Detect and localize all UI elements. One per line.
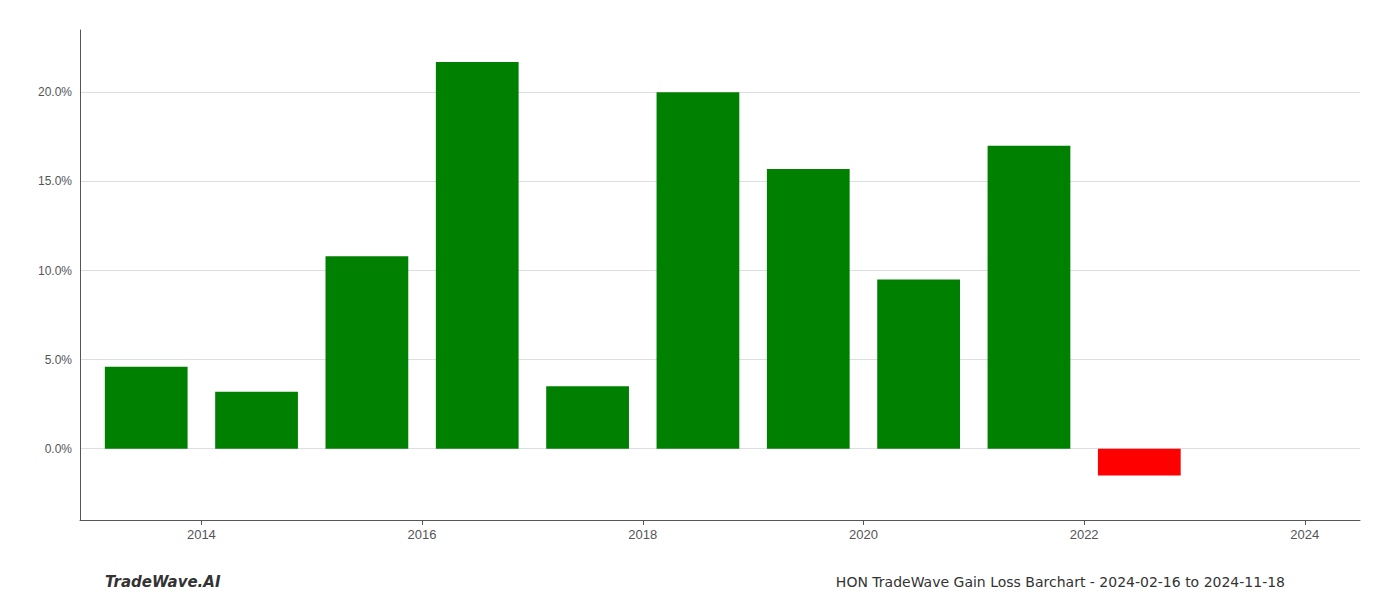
svg-text:10.0%: 10.0% xyxy=(38,264,72,278)
svg-text:2022: 2022 xyxy=(1070,527,1099,542)
svg-text:2016: 2016 xyxy=(408,527,437,542)
svg-text:TradeWave.AI: TradeWave.AI xyxy=(105,573,221,591)
svg-text:2020: 2020 xyxy=(849,527,878,542)
svg-text:15.0%: 15.0% xyxy=(38,174,72,188)
svg-text:2014: 2014 xyxy=(187,527,216,542)
svg-text:5.0%: 5.0% xyxy=(45,353,73,367)
svg-text:20.0%: 20.0% xyxy=(38,85,72,99)
svg-text:2018: 2018 xyxy=(628,527,657,542)
svg-text:2024: 2024 xyxy=(1290,527,1319,542)
svg-text:HON TradeWave Gain Loss Barcha: HON TradeWave Gain Loss Barchart - 2024-… xyxy=(836,574,1285,590)
svg-text:0.0%: 0.0% xyxy=(45,442,73,456)
